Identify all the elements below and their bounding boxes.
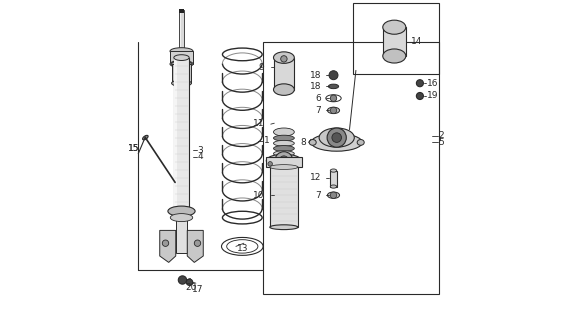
Text: 12: 12 <box>310 173 321 182</box>
Bar <box>274 58 294 90</box>
Text: 16: 16 <box>427 79 439 88</box>
Circle shape <box>330 192 337 198</box>
Bar <box>175 58 177 208</box>
Ellipse shape <box>274 84 294 95</box>
Text: 13: 13 <box>237 244 248 253</box>
Bar <box>266 157 301 167</box>
Ellipse shape <box>327 107 340 114</box>
Circle shape <box>330 107 337 114</box>
Circle shape <box>279 156 289 165</box>
Text: 7: 7 <box>316 106 321 115</box>
Ellipse shape <box>274 151 294 156</box>
Text: 15: 15 <box>128 144 139 153</box>
Circle shape <box>332 133 341 142</box>
Ellipse shape <box>274 135 294 141</box>
Circle shape <box>275 152 293 170</box>
Bar <box>179 9 184 13</box>
Ellipse shape <box>270 225 298 230</box>
Ellipse shape <box>328 84 339 89</box>
Text: 10: 10 <box>252 191 264 200</box>
Ellipse shape <box>143 135 148 140</box>
Bar <box>263 42 439 294</box>
Text: 3: 3 <box>197 146 203 155</box>
Text: 17: 17 <box>192 285 203 294</box>
Bar <box>383 27 406 56</box>
Ellipse shape <box>170 60 193 68</box>
Circle shape <box>327 128 346 147</box>
Ellipse shape <box>270 164 298 170</box>
Ellipse shape <box>357 140 364 145</box>
Bar <box>353 3 439 74</box>
Polygon shape <box>160 230 176 262</box>
Text: 2: 2 <box>438 132 444 140</box>
Text: 18: 18 <box>310 82 321 91</box>
Ellipse shape <box>266 154 301 167</box>
Bar <box>179 10 184 122</box>
Circle shape <box>162 240 168 246</box>
Bar <box>171 64 191 83</box>
Ellipse shape <box>171 80 191 86</box>
Bar <box>174 58 189 208</box>
Circle shape <box>268 162 272 166</box>
Ellipse shape <box>383 49 406 63</box>
Ellipse shape <box>274 128 294 136</box>
Circle shape <box>416 80 424 87</box>
Ellipse shape <box>170 214 192 222</box>
Text: 14: 14 <box>411 37 423 46</box>
Circle shape <box>194 240 200 246</box>
Bar <box>266 157 301 167</box>
Text: 8: 8 <box>300 138 306 147</box>
Text: 15: 15 <box>128 144 139 153</box>
Bar <box>330 171 337 187</box>
Circle shape <box>178 276 187 284</box>
Ellipse shape <box>168 206 195 216</box>
Ellipse shape <box>309 140 316 145</box>
Bar <box>176 208 187 253</box>
Circle shape <box>186 279 192 285</box>
Ellipse shape <box>311 133 363 151</box>
Text: 5: 5 <box>438 138 444 147</box>
Bar <box>180 10 182 122</box>
Ellipse shape <box>327 192 340 198</box>
Circle shape <box>329 71 338 80</box>
Ellipse shape <box>274 52 294 63</box>
Bar <box>270 167 298 227</box>
Text: 4: 4 <box>197 152 203 161</box>
Circle shape <box>330 95 337 101</box>
Ellipse shape <box>330 169 337 172</box>
Ellipse shape <box>319 128 354 147</box>
Polygon shape <box>187 230 203 262</box>
Circle shape <box>281 56 287 62</box>
Ellipse shape <box>171 61 191 67</box>
Ellipse shape <box>274 146 294 151</box>
Circle shape <box>416 92 424 100</box>
Text: 6: 6 <box>316 94 321 103</box>
Text: 20: 20 <box>185 284 196 292</box>
Ellipse shape <box>330 185 337 188</box>
Ellipse shape <box>274 140 294 146</box>
Text: 9: 9 <box>258 63 264 72</box>
Text: 19: 19 <box>427 92 439 100</box>
Text: 11: 11 <box>252 119 264 128</box>
Text: 7: 7 <box>316 191 321 200</box>
Bar <box>170 51 193 64</box>
Ellipse shape <box>174 55 189 60</box>
Ellipse shape <box>170 48 193 55</box>
Text: 18: 18 <box>310 71 321 80</box>
Ellipse shape <box>383 20 406 34</box>
Text: 1: 1 <box>264 136 270 145</box>
